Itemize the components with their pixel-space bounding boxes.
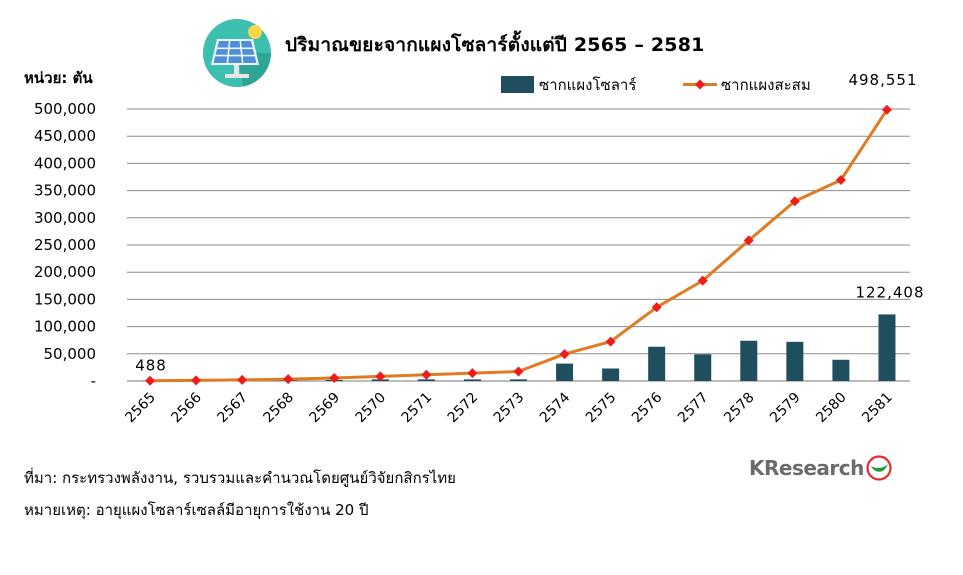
bar: [510, 379, 527, 381]
line-marker: [145, 375, 156, 386]
x-tick-label: 2569: [307, 390, 344, 427]
y-tick-label: 100,000: [34, 318, 96, 336]
data-label: 122,408: [855, 283, 924, 301]
x-tick-label: 2568: [261, 390, 298, 427]
x-tick-label: 2571: [399, 390, 436, 427]
legend-bar-label: ซากแผงโซลาร์: [539, 76, 636, 94]
line-marker: [283, 374, 294, 385]
y-tick-label: 150,000: [34, 290, 96, 308]
x-tick-label: 2578: [721, 390, 758, 427]
line-marker: [329, 373, 340, 384]
y-tick-label: 500,000: [34, 100, 96, 118]
x-tick-label: 2570: [353, 390, 390, 427]
x-tick-label: 2576: [629, 389, 666, 426]
line-marker: [559, 349, 570, 360]
y-tick-label: -: [91, 372, 96, 390]
y-axis-unit-label: หน่วย: ตัน: [24, 69, 93, 87]
bar: [878, 314, 896, 381]
line-markers: [145, 104, 892, 386]
line-marker: [835, 174, 846, 185]
y-axis-ticks: - 50,000 100,000 150,000 200,000 250,000 300,0…: [34, 100, 96, 390]
bar: [648, 346, 666, 381]
line-marker: [743, 235, 754, 246]
legend-line-marker: [695, 79, 705, 90]
bar: [556, 363, 574, 381]
brand-text: KResearch: [749, 456, 864, 480]
chart-canvas: - 50,000 100,000 150,000 200,000 250,000 300,0…: [34, 71, 924, 426]
y-tick-label: 450,000: [34, 127, 96, 145]
bar: [602, 368, 620, 381]
bar: [740, 340, 758, 381]
x-tick-label: 2567: [214, 390, 251, 427]
x-tick-label: 2577: [675, 390, 712, 427]
line-marker: [697, 275, 708, 286]
gridlines: [127, 108, 910, 382]
x-tick-label: 2581: [859, 390, 896, 427]
data-label: 488: [135, 357, 167, 375]
bar: [417, 379, 435, 381]
x-tick-label: 2575: [583, 390, 620, 427]
legend-bar-swatch: [501, 76, 534, 93]
legend: ซากแผงโซลาร์ ซากแผงสะสม: [501, 76, 811, 94]
bar: [786, 341, 804, 381]
y-tick-label: 400,000: [34, 154, 96, 172]
y-tick-label: 250,000: [34, 236, 96, 254]
line-marker: [237, 374, 248, 385]
y-tick-label: 300,000: [34, 209, 96, 227]
bar: [694, 354, 712, 381]
x-tick-label: 2565: [122, 390, 159, 427]
footnote: หมายเหตุ: อายุแผงโซลาร์เซลล์มีอายุการใช้…: [24, 501, 369, 519]
legend-line-label: ซากแผงสะสม: [721, 76, 811, 94]
bar: [832, 359, 850, 381]
x-tick-label: 2572: [445, 390, 482, 427]
brand-logo: KResearch: [749, 455, 894, 481]
leaf-icon: [866, 455, 892, 481]
source-note: ที่มา: กระทรวงพลังงาน, รวบรวมและคำนวณโดย…: [24, 469, 456, 487]
x-tick-label: 2574: [537, 389, 574, 426]
data-labels: 488 498,551 122,408: [135, 71, 924, 375]
x-tick-label: 2573: [491, 390, 528, 427]
line-marker: [467, 368, 478, 379]
line-marker: [421, 369, 432, 380]
x-tick-label: 2580: [813, 390, 850, 427]
solar-panel-logo: [203, 19, 271, 87]
line-marker: [513, 366, 524, 377]
data-label: 498,551: [848, 71, 917, 89]
bar: [463, 379, 481, 381]
x-tick-label: 2566: [168, 389, 205, 426]
chart-title: ปริมาณขยะจากแผงโซลาร์ตั้งแต่ปี 2565 – 25…: [285, 34, 705, 56]
line-marker: [651, 302, 662, 313]
x-tick-label: 2579: [767, 390, 804, 427]
y-tick-label: 200,000: [34, 263, 96, 281]
line-marker: [789, 196, 800, 207]
line-marker: [375, 371, 386, 382]
x-axis-ticks: 2565 2566 2567 2568 2569 2570 2571 2572 2573 2574…: [122, 389, 895, 426]
line-marker: [881, 104, 892, 115]
line-marker: [605, 336, 616, 347]
line-marker: [191, 375, 202, 386]
y-tick-label: 350,000: [34, 182, 96, 200]
y-tick-label: 50,000: [44, 345, 97, 363]
